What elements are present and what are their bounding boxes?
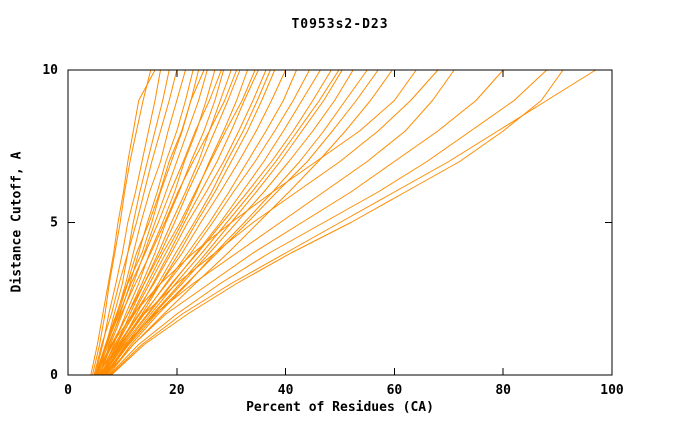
model-curve-23 [103, 69, 354, 376]
model-curve-38 [98, 69, 256, 376]
model-curve-18 [103, 69, 297, 376]
x-tick-label: 20 [169, 383, 185, 398]
model-curve-39 [94, 69, 222, 376]
model-curve-35 [95, 69, 205, 376]
y-tick-label: 5 [50, 216, 58, 231]
model-curve-26 [107, 69, 393, 376]
model-curve-34 [90, 69, 156, 376]
x-tick-label: 80 [495, 383, 511, 398]
model-curve-37 [101, 69, 271, 376]
model-curve-29 [102, 69, 455, 376]
y-tick-label: 10 [42, 63, 58, 78]
model-curve-4 [93, 69, 178, 376]
model-curve-40 [105, 69, 340, 376]
model-curve-17 [99, 69, 287, 376]
x-tick-label: 40 [278, 383, 294, 398]
model-curve-12 [96, 69, 241, 376]
y-tick-label: 0 [50, 368, 58, 383]
model-curve-25 [105, 69, 379, 376]
model-curve-15 [98, 69, 267, 376]
model-curve-31 [108, 69, 548, 376]
model-curve-36 [96, 69, 238, 376]
model-curve-2 [94, 69, 161, 376]
model-curve-20 [105, 69, 321, 376]
x-tick-label: 60 [387, 383, 403, 398]
x-axis-label: Percent of Residues (CA) [246, 400, 434, 415]
model-curve-27 [94, 69, 417, 376]
model-curve-19 [100, 69, 310, 376]
model-curve-5 [95, 69, 186, 376]
model-curve-33 [110, 69, 596, 376]
model-curve-14 [104, 69, 259, 376]
chart-title: T0953s2-D23 [291, 17, 389, 32]
x-tick-label: 100 [600, 383, 624, 398]
model-curve-28 [100, 69, 439, 376]
model-curve-1 [92, 69, 152, 376]
model-curve-24 [108, 69, 368, 376]
model-curve-30 [105, 69, 504, 376]
model-curve-8 [97, 69, 208, 376]
x-tick-label: 0 [64, 383, 72, 398]
model-curve-21 [101, 69, 332, 376]
model-curve-3 [97, 69, 170, 376]
model-curve-32 [111, 69, 564, 376]
